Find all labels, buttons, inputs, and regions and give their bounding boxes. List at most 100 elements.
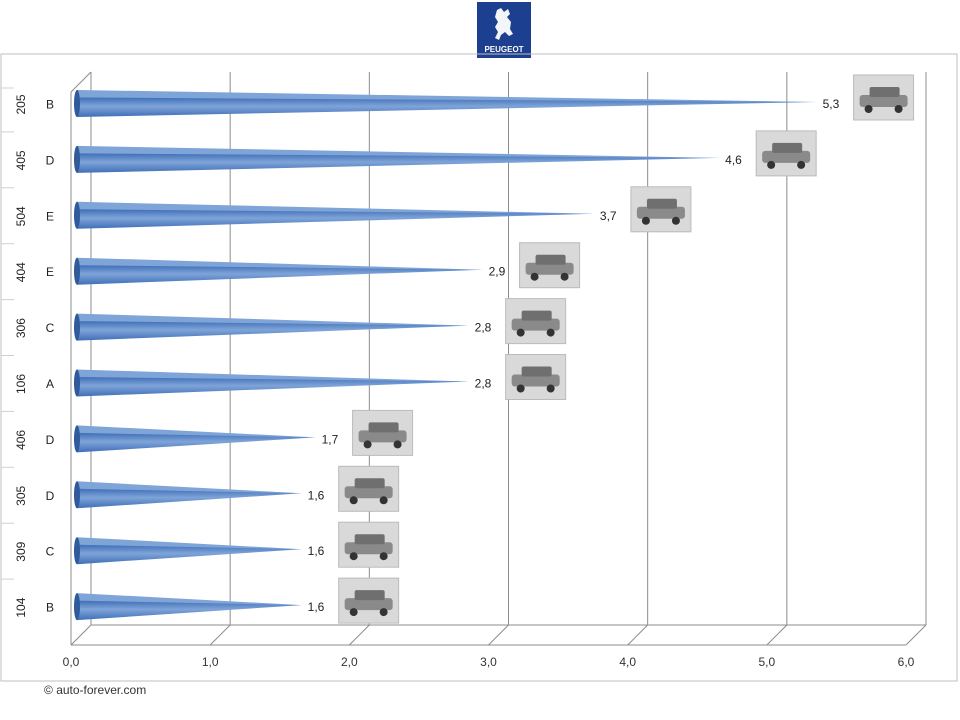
- car-wheel: [671, 216, 680, 225]
- car-thumbnail: [338, 577, 400, 624]
- x-tick-label: 4,0: [619, 655, 636, 669]
- floor-line: [627, 624, 649, 646]
- y-axis-labels-group: 205 B 405 D 504 E 404 E 306 C 106 A 406 D 305 D 309 C 104 B: [1, 94, 55, 618]
- x-tick-label: 1,0: [202, 655, 219, 669]
- car-body: [344, 598, 393, 611]
- car-cabin: [368, 422, 399, 433]
- car-cabin: [772, 142, 803, 153]
- x-tick-label: 5,0: [758, 655, 775, 669]
- car-body: [358, 430, 407, 443]
- segment-label: D: [46, 433, 55, 447]
- segment-label: C: [46, 321, 55, 335]
- segment-label: E: [46, 265, 54, 279]
- car-body: [511, 318, 560, 331]
- bar: [77, 97, 817, 117]
- car-thumbnail: [505, 354, 567, 400]
- bar-base-cap: [74, 481, 80, 509]
- car-thumbnails-group: [338, 74, 915, 624]
- car-body: [636, 206, 685, 219]
- car-thumbnail: [630, 186, 692, 233]
- car-wheel: [767, 160, 776, 169]
- bar-base-cap: [74, 425, 80, 453]
- car-wheel: [379, 608, 388, 617]
- car-wheel: [894, 105, 903, 113]
- floor-line: [348, 624, 370, 646]
- car-wheel: [363, 440, 372, 449]
- car-wheel: [560, 272, 569, 281]
- value-label: 4,6: [725, 153, 742, 167]
- car-body: [762, 150, 811, 163]
- value-labels-group: 5,3 4,6 3,7 2,9 2,8 2,8 1,7 1,6 1,6 1,6: [308, 97, 840, 614]
- car-thumbnail: [338, 521, 400, 568]
- bar: [77, 600, 302, 621]
- x-tick-label: 6,0: [898, 655, 915, 669]
- car-body: [344, 486, 393, 499]
- model-label: 104: [14, 597, 28, 617]
- value-label: 1,6: [308, 544, 325, 558]
- bar-base-cap: [74, 145, 80, 173]
- model-label: 205: [14, 94, 28, 114]
- left-wall-top-edge: [70, 71, 92, 93]
- car-wheel: [530, 272, 539, 281]
- car-cabin: [354, 478, 385, 489]
- car-cabin: [535, 254, 566, 265]
- bar-base-cap: [74, 593, 80, 621]
- x-tick-label: 0,0: [63, 655, 80, 669]
- car-wheel: [379, 552, 388, 561]
- copyright-notice: © auto-forever.com: [44, 683, 146, 697]
- car-wheel: [797, 160, 806, 169]
- bars-group: [74, 90, 817, 621]
- car-cabin: [354, 534, 385, 545]
- bar: [77, 321, 469, 341]
- segment-label: C: [46, 545, 55, 559]
- car-wheel: [349, 496, 358, 505]
- segment-label: E: [46, 209, 54, 223]
- value-label: 3,7: [600, 209, 617, 223]
- chart-frame: [0, 53, 958, 682]
- peugeot-logo: PEUGEOT: [477, 2, 531, 58]
- car-wheel: [349, 552, 358, 561]
- car-thumbnail: [519, 242, 581, 289]
- model-label: 406: [14, 430, 28, 450]
- bar-base-cap: [74, 369, 80, 397]
- bar: [77, 377, 469, 397]
- car-wheel: [864, 105, 873, 113]
- floor-line: [766, 624, 788, 646]
- car-cabin: [521, 310, 552, 321]
- car-wheel: [546, 328, 555, 337]
- bar: [77, 209, 594, 229]
- car-cabin: [869, 87, 900, 97]
- value-label: 2,8: [475, 377, 492, 391]
- x-axis-ticks-group: 0,0 1,0 2,0 3,0 4,0 5,0 6,0: [63, 655, 915, 669]
- copyright-text: auto-forever.com: [56, 683, 147, 697]
- car-wheel: [641, 216, 650, 225]
- model-label: 306: [14, 318, 28, 338]
- car-wheel: [546, 384, 555, 393]
- car-thumbnail: [755, 130, 817, 177]
- model-label: 309: [14, 541, 28, 561]
- model-label: 305: [14, 485, 28, 505]
- segment-label: D: [46, 489, 55, 503]
- segment-label: B: [46, 98, 54, 112]
- value-label: 1,6: [308, 600, 325, 614]
- car-body: [859, 95, 908, 107]
- value-label: 2,8: [475, 321, 492, 335]
- chart-border: [0, 53, 958, 682]
- car-wheel: [393, 440, 402, 449]
- car-wheel: [379, 496, 388, 505]
- segment-label: D: [46, 153, 55, 167]
- bar-base-cap: [74, 537, 80, 565]
- value-label: 1,6: [308, 488, 325, 502]
- x-tick-label: 2,0: [341, 655, 358, 669]
- floor-line: [905, 624, 927, 646]
- car-wheel: [516, 384, 525, 393]
- chart-floor: [70, 71, 927, 646]
- segment-label: B: [46, 601, 54, 615]
- logo-text: PEUGEOT: [484, 45, 523, 54]
- floor-line: [209, 624, 231, 646]
- floor-line: [70, 624, 92, 646]
- car-thumbnail: [505, 298, 567, 345]
- bar-base-cap: [74, 313, 80, 341]
- model-label: 404: [14, 262, 28, 282]
- value-label: 5,3: [823, 97, 840, 111]
